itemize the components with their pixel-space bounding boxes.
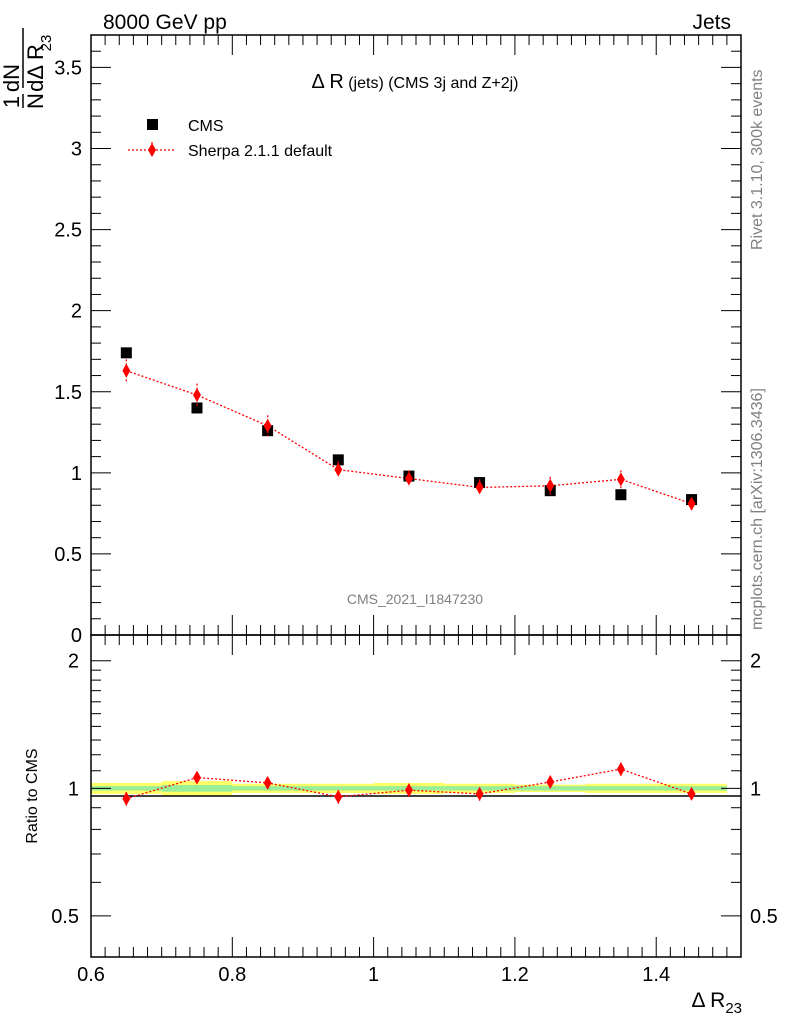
cms-point [120, 347, 132, 359]
cms-point [191, 402, 203, 414]
y-tick-label: 1 [71, 463, 82, 485]
y-tick-label: 0.5 [54, 544, 82, 566]
y-tick-label: 3 [71, 139, 82, 161]
ylabel-d-den: dΔ R [23, 44, 48, 92]
analysis-label: CMS_2021_I1847230 [347, 591, 483, 607]
x-tick-label: 1.2 [501, 964, 529, 986]
sherpa-point [546, 478, 555, 493]
sherpa-line [126, 370, 692, 505]
chart-title: Δ R (jets) (CMS 3j and Z+2j) [312, 71, 519, 93]
sherpa-ratio-point [404, 783, 413, 798]
x-tick-label: 0.6 [77, 964, 105, 986]
ylabel-d-num: dN [0, 64, 24, 92]
legend: CMS Sherpa 2.1.1 default [128, 118, 333, 160]
sherpa-point [334, 462, 343, 477]
ratio-panel-frame [90, 634, 742, 958]
header-left: 8000 GeV pp [103, 11, 227, 34]
sherpa-point [687, 496, 696, 511]
chart-title-main: Δ R [312, 71, 344, 93]
sherpa-ratio-point [192, 770, 201, 785]
sherpa-point [616, 472, 625, 487]
ratio-y-tick-label-right: 0.5 [750, 906, 778, 928]
sherpa-ratio-point [687, 786, 696, 801]
y-tick-label: 1.5 [54, 382, 82, 404]
y-tick-label: 2.5 [54, 220, 82, 242]
y-axis-label: 1 N dN dΔ R 23 [0, 28, 55, 109]
legend-sherpa-label: Sherpa 2.1.1 default [188, 143, 333, 160]
rivet-label: Rivet 3.1.10, 300k events [749, 69, 766, 250]
ylabel-d-den-sub: 23 [38, 35, 55, 52]
y-tick-label: 2 [71, 301, 82, 323]
legend-cms-marker [147, 119, 158, 130]
ratio-plot-data [122, 762, 696, 806]
cms-point [615, 489, 627, 501]
x-tick-label: 0.8 [218, 964, 246, 986]
ratio-band-inner [161, 785, 233, 792]
x-axis-label-sub: 23 [725, 1000, 742, 1017]
header-right: Jets [692, 11, 731, 34]
x-axis-label-main: Δ R [691, 989, 725, 1012]
ratio-y-tick-label-right: 1 [750, 778, 761, 800]
ylabel-frac-den: N [23, 93, 48, 109]
y-tick-label: 3.5 [54, 57, 82, 79]
sherpa-ratio-point [122, 791, 131, 806]
main-plot-data [120, 347, 698, 511]
sherpa-point [263, 418, 272, 433]
y-tick-label: 0 [71, 625, 82, 647]
sherpa-ratio-point [263, 775, 272, 790]
legend-sherpa-marker [148, 143, 156, 157]
ratio-y-tick-label: 1 [68, 778, 79, 800]
ylabel-frac-num: 1 [0, 96, 24, 108]
legend-cms-label: CMS [188, 118, 224, 135]
ratio-ylabel: Ratio to CMS [24, 748, 41, 843]
x-tick-label: 1.4 [642, 964, 670, 986]
ratio-band-inner [302, 786, 374, 791]
sherpa-point [122, 363, 131, 378]
chart-title-rest: (jets) (CMS 3j and Z+2j) [344, 75, 519, 92]
mcplots-label: mcplots.cern.ch [arXiv:1306.3436] [749, 388, 766, 630]
ratio-y-tick-label: 0.5 [51, 906, 79, 928]
cms-point [332, 454, 344, 466]
sherpa-point [192, 388, 201, 402]
sherpa-point [475, 480, 484, 495]
main-axis-ticks [90, 34, 742, 636]
sherpa-ratio-point [475, 786, 484, 801]
sherpa-ratio-point [616, 762, 625, 777]
sherpa-ratio-line [126, 768, 692, 800]
sherpa-ratio-point [334, 789, 343, 804]
ratio-y-tick-label: 2 [68, 651, 79, 673]
ratio-y-tick-label-right: 2 [750, 651, 761, 673]
x-axis-label: Δ R23 [691, 989, 742, 1017]
ratio-axis-ticks [90, 635, 742, 958]
sherpa-point [404, 471, 413, 486]
ratio-band-inner [585, 786, 657, 791]
sherpa-ratio-point [546, 774, 555, 789]
ratio-band-inner [91, 786, 162, 791]
x-tick-label: 1 [368, 964, 379, 986]
